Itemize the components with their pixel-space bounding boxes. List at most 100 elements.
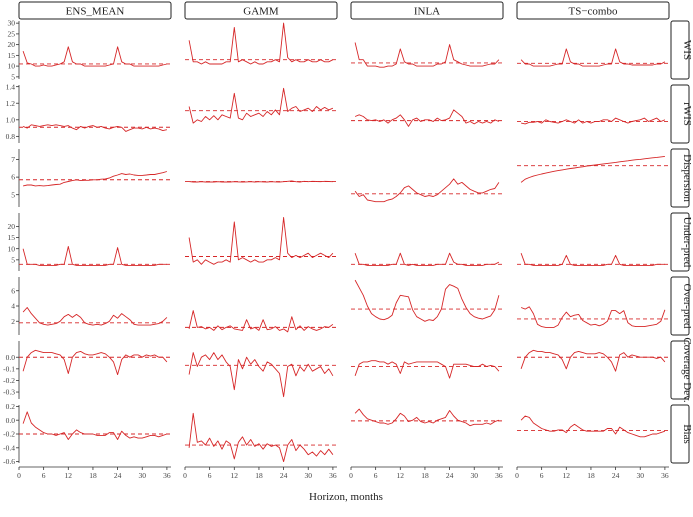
x-tick-label: 18	[587, 471, 595, 480]
series-line	[354, 178, 500, 203]
series-line	[354, 252, 500, 266]
x-tick-label: 6	[42, 471, 46, 480]
y-tick-label: -0.4	[3, 443, 15, 452]
series-line	[188, 310, 334, 333]
column-strip-box	[350, 1, 504, 20]
panel-0-0	[19, 46, 171, 67]
column-strip-label: TS−combo	[569, 6, 618, 18]
y-tick-label: 2	[11, 317, 15, 326]
x-tick-label: 18	[89, 471, 97, 480]
y-tick-label: -0.2	[3, 430, 15, 439]
series-line	[23, 171, 168, 187]
x-tick-label: 30	[304, 471, 312, 480]
series-line	[22, 46, 168, 67]
row-strip-box	[670, 84, 690, 144]
panel-0-3	[517, 48, 669, 67]
series-line	[520, 415, 666, 438]
x-tick-label: 12	[231, 471, 239, 480]
x-tick-label: 12	[397, 471, 405, 480]
column-strip-box	[18, 1, 172, 20]
y-tick-label: 4	[11, 302, 15, 311]
y-tick-label: 5	[11, 255, 15, 264]
panel-6-0	[19, 411, 171, 440]
y-tick-label: 25	[8, 29, 16, 38]
series-line	[22, 349, 168, 376]
series-line	[188, 412, 334, 463]
y-tick-label: 15	[8, 233, 16, 242]
x-tick-label: 24	[612, 471, 620, 480]
y-tick-label: 30	[8, 19, 16, 28]
x-axis-title: Horizon, months	[309, 491, 383, 503]
x-tick-label: 24	[446, 471, 454, 480]
x-tick-label: 24	[114, 471, 122, 480]
y-axis-row-1: 0.8 1.0 1.2 1.4	[6, 82, 20, 143]
series-line	[354, 109, 500, 127]
column-strip-label: ENS_MEAN	[66, 6, 125, 18]
row-strip-label: Under-pred	[681, 217, 693, 268]
y-tick-label: -0.1	[3, 364, 15, 373]
row-strip-label: WIS	[681, 40, 693, 60]
row-strip-box	[670, 20, 690, 80]
column-strip-label: INLA	[414, 6, 440, 18]
x-axis-0: 0 6 12 18 24 30 36	[17, 466, 171, 480]
x-tick-label: 0	[515, 471, 519, 480]
row-strip-box	[670, 212, 690, 272]
y-tick-label: 15	[8, 51, 16, 60]
y-tick-label: 20	[8, 222, 16, 231]
y-axis-row-5: -0.3 -0.2 -0.1 0.0	[3, 341, 20, 399]
panel-5-1	[185, 352, 337, 398]
panel-5-0	[19, 349, 171, 376]
panel-1-2	[351, 109, 503, 127]
x-tick-label: 0	[17, 471, 21, 480]
y-axis-row-4: 2 4 6	[11, 277, 20, 335]
row-strip-box	[670, 148, 690, 208]
panel-5-3	[517, 349, 669, 372]
panel-2-0	[19, 171, 171, 187]
panel-3-3	[517, 253, 669, 266]
y-tick-label: 0.2	[6, 402, 16, 411]
x-tick-label: 36	[329, 471, 337, 480]
row-strip-label: Over-pred	[681, 284, 693, 329]
series-line	[354, 408, 500, 427]
x-tick-label: 36	[163, 471, 171, 480]
series-line	[188, 22, 334, 65]
column-strip-label: GAMM	[243, 6, 279, 18]
x-tick-label: 36	[661, 471, 669, 480]
x-tick-label: 12	[65, 471, 73, 480]
panel-2-1	[185, 180, 337, 183]
panel-1-3	[517, 117, 669, 125]
row-strip-2: Dispersion	[670, 148, 693, 208]
y-tick-label: 1.0	[6, 115, 16, 124]
row-strip-label: Dispersion	[681, 154, 693, 202]
column-strip-0: ENS_MEAN	[18, 1, 172, 20]
panel-1-0	[19, 124, 171, 132]
x-axis-2: 0 6 12 18 24 30 36	[349, 466, 503, 480]
y-tick-label: 10	[8, 62, 16, 71]
panel-2-2	[351, 178, 503, 203]
y-tick-label: 1.2	[6, 99, 16, 108]
x-tick-label: 6	[540, 471, 544, 480]
x-tick-label: 36	[495, 471, 503, 480]
series-line	[188, 217, 334, 265]
x-tick-label: 30	[470, 471, 478, 480]
y-tick-label: -0.3	[3, 388, 15, 397]
panel-6-3	[517, 415, 669, 438]
y-tick-label: 7	[11, 155, 15, 164]
series-line	[22, 246, 167, 266]
x-tick-label: 24	[280, 471, 288, 480]
x-tick-label: 6	[208, 471, 212, 480]
y-tick-label: 5	[11, 190, 15, 199]
panel-6-1	[185, 412, 337, 463]
series-line	[521, 117, 666, 125]
panel-4-0	[19, 307, 171, 326]
x-tick-label: 18	[255, 471, 263, 480]
panel-4-2	[351, 279, 503, 322]
row-strip-5: Coverage Dev.	[670, 337, 693, 403]
panel-6-2	[351, 408, 503, 427]
series-line	[520, 253, 665, 266]
y-tick-label: -0.2	[3, 376, 15, 385]
x-tick-label: 30	[636, 471, 644, 480]
y-tick-label: 0.0	[6, 353, 16, 362]
column-strip-3: TS−combo	[516, 1, 670, 20]
